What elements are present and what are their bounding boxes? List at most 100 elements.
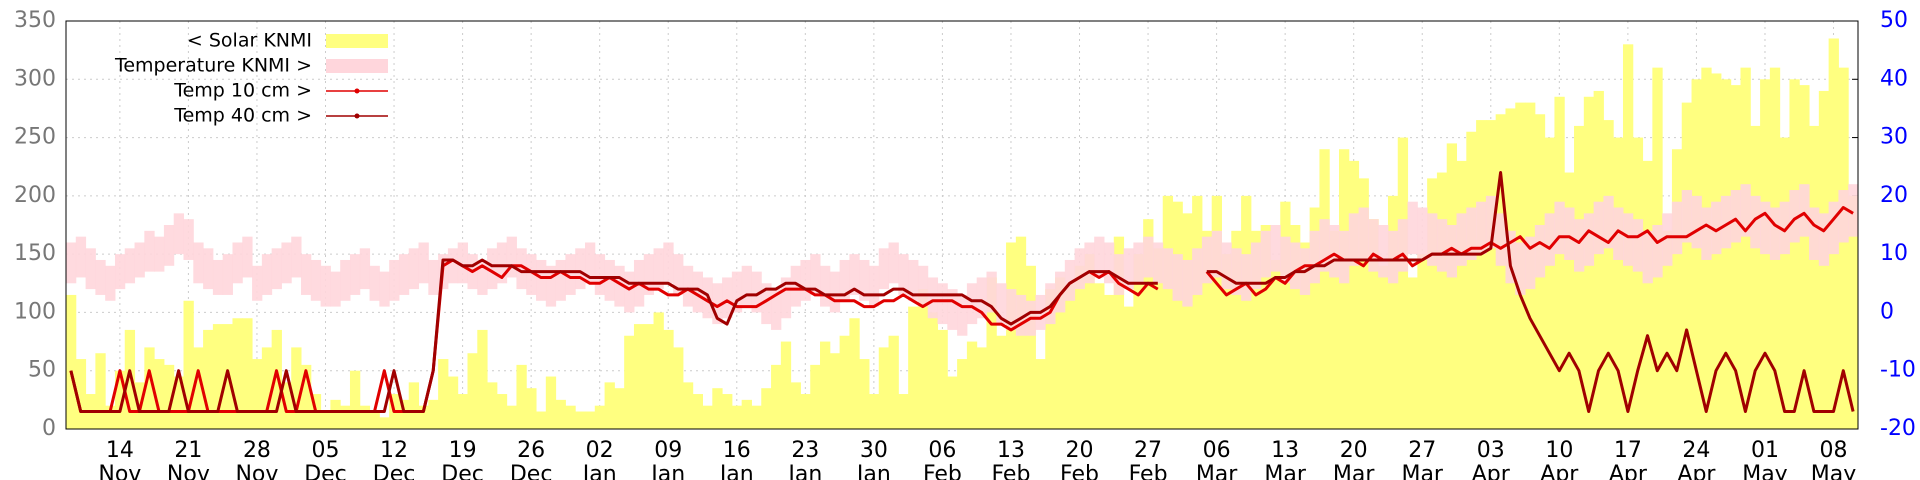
bar (927, 312, 939, 429)
band (330, 271, 341, 307)
band (261, 254, 273, 295)
band (457, 242, 468, 284)
bar (212, 324, 224, 429)
bar (868, 394, 880, 429)
band (1407, 201, 1418, 255)
legend-label: < Solar KNMI (187, 30, 312, 52)
bar (800, 394, 811, 429)
band (1064, 259, 1076, 301)
band (1221, 242, 1232, 290)
bar (526, 388, 537, 429)
bar (75, 359, 87, 429)
bar (1476, 120, 1487, 429)
bar (320, 411, 331, 429)
band (565, 254, 576, 295)
band (252, 265, 263, 301)
band (986, 271, 997, 313)
y-tick-label: 150 (14, 241, 56, 266)
bar (467, 353, 478, 429)
band (163, 225, 175, 266)
band (1290, 242, 1301, 290)
x-tick-label: 12 (380, 438, 408, 463)
band (124, 248, 136, 284)
bar (1632, 137, 1644, 430)
band (1045, 283, 1056, 325)
x-tick-label: Mar (1401, 462, 1443, 480)
y-tick-label: 200 (14, 183, 56, 208)
band (927, 277, 939, 319)
bar (1201, 230, 1213, 429)
band (1241, 254, 1252, 301)
legend-label: Temp 10 cm > (173, 80, 312, 102)
band (281, 242, 292, 284)
x-tick-label: 06 (1203, 438, 1231, 463)
band (154, 236, 165, 272)
band (1818, 213, 1830, 266)
bar (1544, 137, 1555, 430)
bar (193, 347, 204, 429)
band (643, 254, 655, 295)
bar (1094, 283, 1105, 429)
band (731, 271, 743, 313)
bar (810, 364, 821, 429)
band (1123, 248, 1134, 290)
band (584, 242, 596, 284)
bar (438, 359, 449, 429)
bar (1152, 248, 1164, 429)
bar (1162, 195, 1174, 429)
band (1015, 294, 1027, 336)
band (1211, 230, 1222, 278)
band (418, 242, 429, 284)
legend-swatch (326, 34, 388, 48)
band (957, 294, 968, 336)
band (1711, 201, 1722, 255)
band (1515, 242, 1526, 295)
x-tick-label: 21 (174, 438, 202, 463)
x-tick-label: 20 (1340, 438, 1368, 463)
band (271, 248, 282, 290)
band (232, 242, 243, 284)
x-tick-label: 08 (1820, 438, 1848, 463)
x-tick-label: Feb (1060, 462, 1099, 480)
bar (340, 405, 351, 429)
bar (1290, 225, 1301, 429)
bar (1035, 359, 1046, 429)
bar (487, 382, 498, 429)
band (1084, 242, 1095, 284)
bar (1339, 149, 1350, 429)
bar (203, 329, 214, 429)
bar (271, 329, 282, 429)
band (222, 254, 233, 295)
bar (673, 347, 684, 429)
y2-tick-label: 10 (1880, 241, 1908, 266)
bar (301, 364, 312, 429)
x-tick-label: Mar (1196, 462, 1238, 480)
band (604, 259, 615, 301)
legend-marker (354, 113, 360, 119)
legend-label: Temperature KNMI > (114, 55, 312, 77)
band (1387, 230, 1399, 284)
band (1417, 207, 1428, 260)
y-tick-label: 350 (14, 8, 56, 33)
band (1564, 207, 1575, 260)
band (1466, 207, 1477, 260)
bar (643, 324, 655, 429)
band (1309, 230, 1320, 284)
bar (692, 394, 704, 429)
band (820, 265, 831, 307)
band (1809, 207, 1820, 260)
band (1397, 219, 1409, 272)
bar (1123, 306, 1134, 429)
bar (820, 341, 831, 429)
bar (1809, 125, 1820, 430)
bar (1074, 265, 1085, 429)
band (1348, 213, 1360, 266)
band (594, 254, 606, 295)
x-tick-label: Mar (1264, 462, 1306, 480)
band (349, 254, 361, 295)
x-tick-label: Apr (1472, 462, 1511, 480)
bar (1417, 254, 1428, 429)
band (193, 242, 204, 284)
band (105, 265, 116, 301)
band (1182, 259, 1193, 307)
